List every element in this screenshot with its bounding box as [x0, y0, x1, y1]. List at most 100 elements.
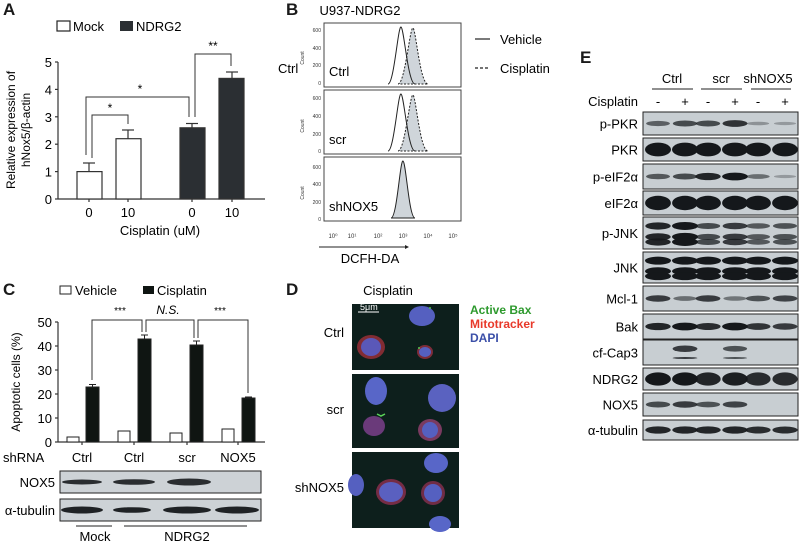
y-axis-label: Apoptotic cells (%) — [9, 332, 23, 431]
blot-band — [645, 372, 671, 386]
group-labels: Ctrl scr shNOX5 — [662, 71, 793, 86]
blot-band — [672, 142, 698, 157]
blot-band — [672, 272, 698, 281]
row-label-shnox5: shNOX5 — [295, 480, 344, 495]
blot-band — [672, 173, 698, 180]
svg-text:10: 10 — [38, 411, 52, 426]
svg-text:400: 400 — [313, 46, 322, 52]
sig-label-3: ** — [208, 39, 218, 53]
svg-text:400: 400 — [313, 182, 322, 188]
legend-label-mock: Mock — [73, 19, 105, 34]
blot-band — [722, 142, 748, 157]
x-tick-labels: Ctrl Ctrl scr NOX5 — [72, 450, 256, 465]
error-bars — [83, 71, 238, 172]
row-label-scr: scr — [327, 402, 345, 417]
blot-rows: p-PKR PKR p-eIF2α eIF2α p-JNK JNK Mcl-1 Bak cf-C… — [588, 111, 799, 441]
blot-band — [695, 233, 721, 240]
blot-label: eIF2α — [604, 196, 638, 211]
svg-text:30: 30 — [38, 363, 52, 378]
blot-band — [672, 372, 698, 386]
blot-label: NDRG2 — [592, 372, 638, 387]
sig-label-1: * — [108, 101, 113, 115]
svg-text:+: + — [781, 94, 789, 109]
blot-frame — [642, 339, 799, 366]
blot-band — [722, 357, 748, 359]
blot-label: NOX5 — [603, 398, 638, 413]
sig-label-2: N.S. — [156, 303, 179, 317]
y-axis-label-line1: Relative expression of — [4, 70, 18, 189]
blot-band — [695, 372, 721, 386]
significance-brackets — [85, 53, 232, 158]
svg-text:0: 0 — [45, 435, 52, 450]
legend-label-cisplatin: Cisplatin — [157, 283, 207, 298]
legend-swatch-ndrg2 — [120, 21, 133, 31]
svg-text:200: 200 — [313, 200, 322, 206]
row-label-ctrl: Ctrl — [329, 64, 349, 79]
blot-label: p-JNK — [602, 226, 638, 241]
blot-band — [722, 238, 748, 246]
panel-d-microscopy: Cisplatin 5μm Ctrl scr shNOX5 Active Bax… — [295, 283, 535, 532]
svg-text:40: 40 — [38, 339, 52, 354]
svg-text:600: 600 — [313, 96, 322, 102]
panel-b-letter: B — [286, 0, 299, 19]
blot-band — [695, 401, 721, 408]
blot-label: JNK — [613, 261, 638, 276]
svg-text:Count: Count — [300, 119, 306, 133]
svg-text:1: 1 — [45, 165, 52, 180]
blot-band — [672, 221, 698, 230]
row-label-scr: scr — [329, 132, 347, 147]
legend-label-vehicle: Vehicle — [75, 283, 117, 298]
blot-band — [695, 272, 721, 281]
blot-band — [745, 426, 771, 434]
legend-dapi: DAPI — [470, 331, 499, 345]
blot-band — [745, 142, 771, 157]
panel-d-title: Cisplatin — [363, 283, 413, 298]
blot-band — [722, 401, 748, 408]
legend-swatch-mock — [56, 20, 71, 32]
blot-band — [695, 172, 721, 181]
svg-text:+: + — [681, 94, 689, 109]
svg-text:10⁴: 10⁴ — [423, 233, 433, 240]
blot-band — [772, 272, 798, 281]
legend-active-bax: Active Bax — [470, 303, 532, 317]
svg-text:-: - — [656, 94, 660, 109]
bar-mock-0 — [76, 171, 103, 200]
blot-band — [672, 401, 698, 408]
svg-text:Count: Count — [300, 51, 306, 65]
blot-band — [645, 272, 671, 281]
blot-band — [746, 121, 770, 126]
svg-text:10²: 10² — [374, 234, 383, 240]
row-label-shnox5: shNOX5 — [329, 199, 378, 214]
svg-text:0: 0 — [85, 205, 92, 220]
svg-text:-: - — [706, 94, 710, 109]
blot-band — [745, 295, 771, 302]
panel-a-letter: A — [3, 0, 16, 19]
blot-band — [673, 296, 697, 301]
micrograph-scr — [352, 374, 459, 448]
blot-band — [645, 256, 671, 265]
svg-text:200: 200 — [313, 63, 322, 69]
treatment-signs: - + - + - + — [656, 94, 789, 109]
svg-text:400: 400 — [313, 114, 322, 120]
svg-text:0: 0 — [318, 149, 321, 155]
group-label-mock: Mock — [79, 529, 111, 544]
blot-label: cf-Cap3 — [592, 346, 638, 361]
svg-text:200: 200 — [313, 132, 322, 138]
y-tick-labels: 0 10 20 30 40 50 — [38, 315, 52, 450]
svg-text:+: + — [731, 94, 739, 109]
blot-band — [722, 256, 748, 265]
arrow-head-icon — [405, 245, 409, 249]
row-label-ctrl: Ctrl — [278, 61, 298, 76]
svg-text:20: 20 — [38, 387, 52, 402]
blot-band — [672, 322, 698, 331]
blot-band — [746, 223, 770, 229]
svg-text:3: 3 — [45, 110, 52, 125]
histogram-shnox5 — [323, 156, 462, 222]
blot-frame — [642, 392, 799, 417]
blot-label-tubulin: α-tubulin — [5, 503, 55, 518]
svg-text:Ctrl: Ctrl — [124, 450, 144, 465]
blot-band — [772, 372, 798, 386]
blot-band — [695, 142, 721, 157]
blot-label: α-tubulin — [588, 423, 638, 438]
blot-band — [672, 426, 698, 434]
